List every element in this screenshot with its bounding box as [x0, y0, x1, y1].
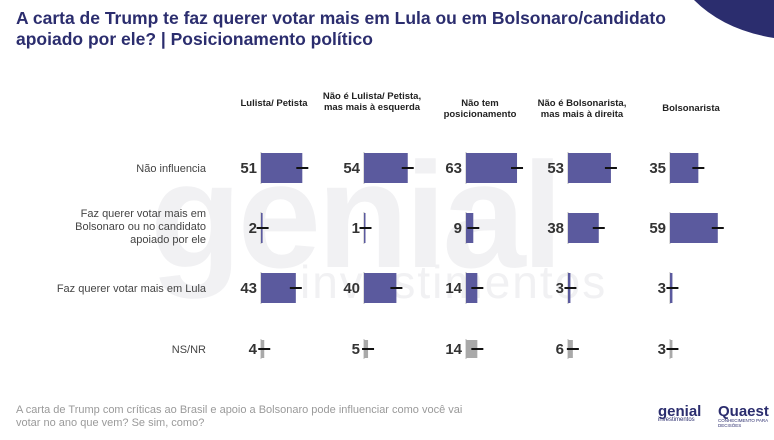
- data-label: 1: [352, 220, 360, 237]
- survey-question-footer: A carta de Trump com críticas ao Brasil …: [16, 404, 463, 429]
- data-label: 2: [249, 220, 257, 237]
- data-label: 3: [556, 280, 564, 297]
- data-label: 43: [240, 280, 257, 297]
- data-label: 63: [445, 160, 462, 177]
- data-label: 51: [240, 160, 257, 177]
- bar: [466, 153, 518, 183]
- column-header-lulista: Lulista/ Petista: [240, 98, 308, 109]
- quaest-logo: Quaest CONHECIMENTO PARA DECISÕES: [718, 403, 774, 428]
- chart-title: A carta de Trump te faz querer votar mai…: [16, 8, 666, 49]
- quaest-logo-subtext: CONHECIMENTO PARA DECISÕES: [718, 418, 768, 428]
- genial-logo: genial investimentos: [658, 403, 701, 423]
- data-label: 3: [658, 341, 666, 358]
- bar: [670, 213, 718, 243]
- column-header-direita: Não é Bolsonarista, mas mais à direita: [537, 98, 627, 120]
- genial-logo-text: genial: [658, 403, 702, 420]
- column-header-esquerda: Não é Lulista/ Petista, mas mais à esque…: [322, 91, 422, 113]
- quaest-logo-text: Quaest: [718, 403, 769, 420]
- bar: [364, 153, 408, 183]
- header-swoosh: [694, 0, 774, 38]
- data-label: 35: [649, 160, 666, 177]
- row-label-nsnr: NS/NR: [171, 344, 206, 356]
- row-label-bolsonaro: Faz querer votar mais em Bolsonaro ou no…: [75, 208, 206, 246]
- data-label: 14: [445, 341, 462, 358]
- data-label: 38: [547, 220, 564, 237]
- data-label: 4: [249, 341, 258, 358]
- row-label-nao-influencia: Não influencia: [136, 163, 206, 175]
- data-label: 14: [445, 280, 462, 297]
- data-label: 40: [343, 280, 360, 297]
- column-header-sem-posicionamento: Não tem posicionamento: [443, 98, 517, 120]
- data-label: 3: [658, 280, 666, 297]
- data-label: 54: [343, 160, 360, 177]
- watermark-subtitle: investimentos: [300, 256, 608, 308]
- data-label: 9: [454, 220, 462, 237]
- data-label: 5: [352, 341, 360, 358]
- genial-logo-subtext: investimentos: [658, 417, 695, 423]
- column-header-bolsonarista: Bolsonarista: [662, 103, 720, 114]
- bar: [568, 153, 611, 183]
- row-label-lula: Faz querer votar mais em Lula: [56, 283, 206, 295]
- bar: [261, 153, 303, 183]
- data-label: 6: [556, 341, 564, 358]
- data-label: 59: [649, 220, 666, 237]
- data-label: 53: [547, 160, 564, 177]
